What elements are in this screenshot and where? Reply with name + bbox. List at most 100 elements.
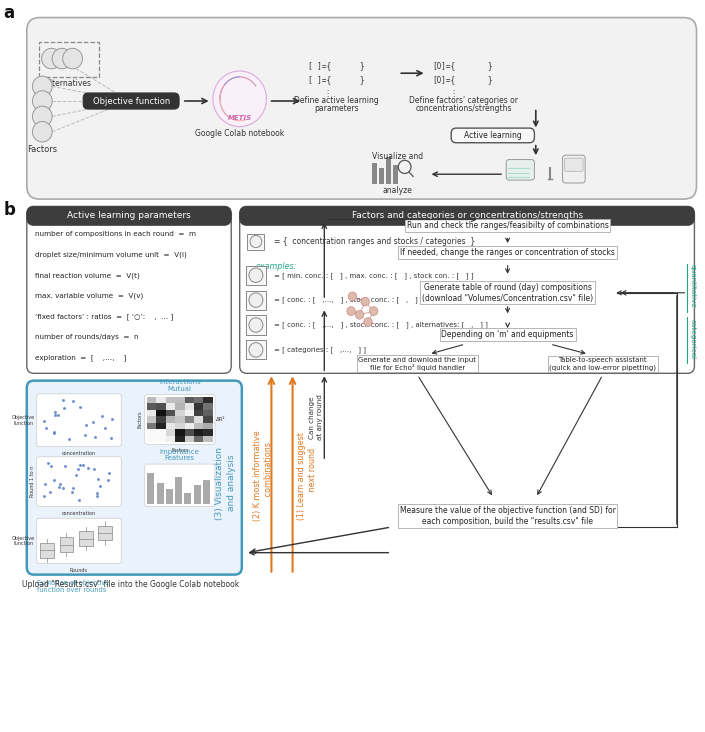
Bar <box>147 417 156 422</box>
Bar <box>246 340 266 359</box>
Text: Factors: Factors <box>27 145 57 154</box>
Bar <box>194 417 204 422</box>
Text: parameters: parameters <box>314 104 359 113</box>
Text: Define active learning: Define active learning <box>294 96 379 105</box>
Text: b: b <box>4 201 16 219</box>
Bar <box>147 473 154 504</box>
FancyBboxPatch shape <box>27 381 242 575</box>
Text: Active learning parameters: Active learning parameters <box>67 212 191 220</box>
Bar <box>156 403 166 410</box>
Circle shape <box>32 76 52 97</box>
Bar <box>246 291 266 310</box>
Text: (2) K most informative
     combinations: (2) K most informative combinations <box>253 430 273 521</box>
Text: Generate and download the input
file for Echo² liquid handler: Generate and download the input file for… <box>358 356 477 371</box>
Point <box>48 426 59 438</box>
Point <box>70 470 82 482</box>
Bar <box>386 157 391 184</box>
Text: }: } <box>359 75 364 83</box>
Text: Effect of factors on the: Effect of factors on the <box>37 463 114 468</box>
Point <box>59 460 70 472</box>
Text: [ ]={: [ ]={ <box>308 75 331 83</box>
Bar <box>175 477 182 504</box>
Text: = [ categories : [   ,…,   ] ]: = [ categories : [ ,…, ] ] <box>274 346 365 354</box>
Point <box>92 488 103 499</box>
Text: = {  concentration ranges and stocks / categories  }: = { concentration ranges and stocks / ca… <box>274 237 474 246</box>
Text: final reaction volume  =  V(t): final reaction volume = V(t) <box>35 272 140 279</box>
Text: categorical: categorical <box>689 319 695 359</box>
Text: ‘fixed factors’ : ratios  =  [ ‘○’:    ,  … ]: ‘fixed factors’ : ratios = [ ‘○’: , … ] <box>35 313 173 320</box>
Bar <box>147 436 156 442</box>
Circle shape <box>361 297 369 306</box>
Bar <box>185 410 194 417</box>
Bar <box>147 429 156 436</box>
Text: ⋮: ⋮ <box>449 89 458 98</box>
Text: Variation of factors: Variation of factors <box>37 523 100 529</box>
Bar <box>204 422 213 429</box>
Point <box>68 482 79 494</box>
Text: Mutual: Mutual <box>168 386 192 392</box>
Bar <box>185 493 191 504</box>
Point <box>52 409 63 421</box>
Text: Round 1 to n: Round 1 to n <box>30 466 35 497</box>
Bar <box>157 483 164 504</box>
Point <box>54 478 66 490</box>
Text: }: } <box>487 75 492 83</box>
Text: concentration: concentration <box>62 511 96 516</box>
Bar <box>166 429 175 436</box>
Point <box>105 432 116 444</box>
Point <box>42 458 54 469</box>
Bar <box>185 397 194 403</box>
Text: Features: Features <box>165 455 195 461</box>
Point <box>58 394 69 406</box>
Circle shape <box>347 307 355 315</box>
Text: concentrations/strengths: concentrations/strengths <box>416 104 512 113</box>
Point <box>50 409 61 421</box>
Bar <box>185 429 194 436</box>
Point <box>45 460 56 472</box>
Bar <box>175 422 185 429</box>
Circle shape <box>364 318 372 326</box>
Point <box>77 459 88 471</box>
Text: (1) Learn and suggest
     next round: (1) Learn and suggest next round <box>297 432 317 520</box>
Text: Run and check the ranges/feasibilty of combinations: Run and check the ranges/feasibilty of c… <box>407 221 608 230</box>
Bar <box>203 480 210 504</box>
Point <box>44 486 56 498</box>
Text: number of compositions in each round  =  m: number of compositions in each round = m <box>35 231 196 237</box>
Text: number of rounds/days  =  n: number of rounds/days = n <box>35 334 139 340</box>
Bar <box>194 485 201 504</box>
Point <box>74 459 85 471</box>
Circle shape <box>348 292 357 301</box>
FancyBboxPatch shape <box>506 160 534 180</box>
Point <box>72 463 83 474</box>
Bar <box>246 266 266 285</box>
Text: Table-to-speech assistant
(quick and low-error pipetting): Table-to-speech assistant (quick and low… <box>549 357 656 370</box>
Point <box>59 402 70 414</box>
Point <box>41 422 52 434</box>
Bar <box>185 403 194 410</box>
FancyBboxPatch shape <box>145 395 215 444</box>
Circle shape <box>32 91 52 111</box>
Text: analyze: analyze <box>383 186 412 195</box>
Circle shape <box>63 48 82 69</box>
Point <box>87 417 99 428</box>
Text: Objective
function: Objective function <box>11 415 35 425</box>
Text: Upload "Results.csv" file into the Google Colab notebook: Upload "Results.csv" file into the Googl… <box>22 580 239 589</box>
Text: Factors and categories or concentrations/strengths: Factors and categories or concentrations… <box>352 212 582 220</box>
FancyBboxPatch shape <box>27 18 697 199</box>
Bar <box>156 410 166 417</box>
Bar <box>156 436 166 442</box>
Bar <box>166 436 175 442</box>
Bar <box>204 403 213 410</box>
Bar <box>166 489 173 504</box>
Bar <box>166 422 175 429</box>
Bar <box>204 417 213 422</box>
Bar <box>166 397 175 403</box>
FancyBboxPatch shape <box>240 206 694 373</box>
Circle shape <box>42 48 61 69</box>
Text: over rounds: over rounds <box>37 530 77 536</box>
Text: METIS: METIS <box>228 115 252 121</box>
Point <box>80 419 91 431</box>
Text: examples:: examples: <box>256 262 298 271</box>
Point <box>48 474 59 486</box>
Bar <box>79 531 92 546</box>
